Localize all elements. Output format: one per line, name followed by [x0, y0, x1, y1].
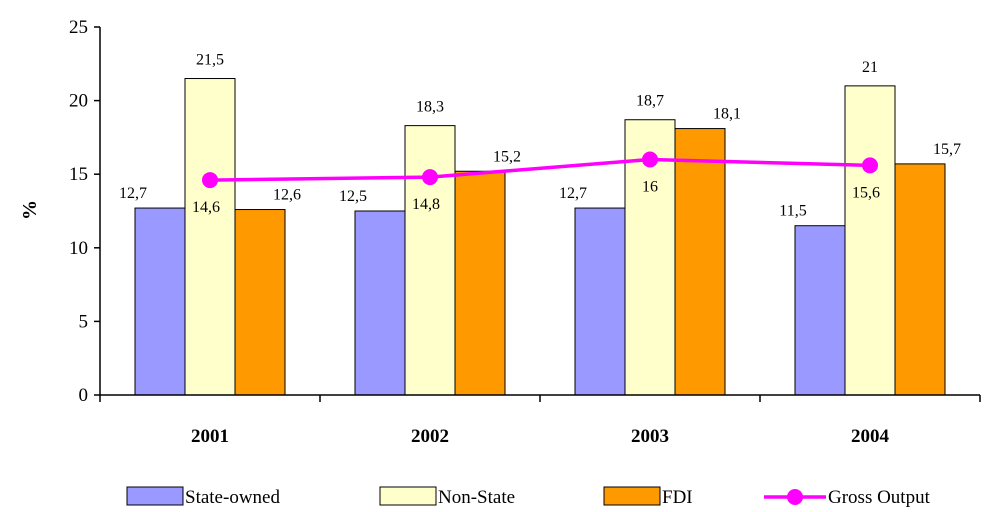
category-labels: 2001 2002 2003 2004 [191, 426, 890, 447]
y-axis-title: % [19, 200, 41, 220]
y-tick-label: 5 [79, 311, 89, 332]
gross-output-polyline [209, 157, 871, 182]
bar-value-label: 21 [862, 59, 878, 76]
y-tick-label: 10 [69, 238, 88, 259]
bar-value-label: 21,5 [196, 52, 224, 69]
x-category-label: 2003 [631, 426, 669, 447]
x-category-label: 2001 [191, 426, 229, 447]
bar-value-label: 15,2 [493, 148, 521, 165]
legend-swatch [126, 486, 184, 506]
bar-state-owned-2001 [134, 207, 186, 396]
legend-label: Non-State [438, 487, 515, 508]
bar-value-label: 15,7 [933, 141, 961, 158]
bar-state-owned-2003 [574, 207, 626, 396]
bar-fdi-2004 [894, 163, 946, 396]
y-tick-label: 0 [79, 385, 89, 406]
gross-output-point [862, 157, 878, 174]
gross-output-point [642, 151, 658, 168]
x-category-label: 2002 [411, 426, 449, 447]
legend: State-owned Non-State FDI Gross Output [126, 486, 931, 508]
bar-state-owned-2004 [794, 225, 846, 396]
bar-fdi-2002 [454, 170, 506, 396]
bar-value-label: 11,5 [779, 203, 806, 220]
gross-output-line [202, 151, 878, 189]
line-value-label: 16 [642, 178, 658, 195]
bar-non-state-2004 [844, 85, 896, 396]
bar-value-label: 12,7 [119, 185, 147, 202]
legend-marker [787, 489, 803, 505]
y-tick-label: 15 [69, 164, 88, 185]
legend-swatch [379, 486, 437, 506]
bar-state-owned-2002 [354, 210, 406, 396]
axes [99, 27, 981, 402]
y-axis-ticks: 0 5 10 15 20 25 [69, 17, 100, 406]
bar-value-label: 12,5 [339, 188, 367, 205]
legend-label: State-owned [185, 487, 280, 508]
bar-value-label: 18,1 [713, 106, 741, 123]
legend-label: FDI [662, 487, 693, 508]
bars [134, 78, 946, 396]
line-value-label: 14,6 [192, 199, 220, 216]
bar-value-label: 12,6 [273, 187, 301, 204]
bar-fdi-2003 [674, 128, 726, 396]
bar-value-label: 18,7 [636, 93, 664, 110]
bar-fdi-2001 [234, 209, 286, 396]
bar-value-label: 18,3 [416, 99, 444, 116]
bar-non-state-2002 [404, 125, 456, 396]
line-value-label: 15,6 [852, 184, 880, 201]
bar-value-label: 12,7 [559, 185, 587, 202]
data-labels: 12,7 21,5 12,6 12,5 18,3 15,2 12,7 18,7 18,1 11,5… [119, 52, 961, 220]
legend-label: Gross Output [828, 487, 931, 508]
y-tick-label: 20 [69, 91, 88, 112]
gross-output-point [202, 172, 218, 189]
bar-non-state-2001 [184, 78, 236, 396]
line-value-label: 14,8 [412, 196, 440, 213]
x-category-label: 2004 [851, 426, 890, 447]
legend-swatch [603, 486, 661, 506]
y-tick-label: 25 [69, 17, 88, 38]
gross-output-point [422, 169, 438, 186]
